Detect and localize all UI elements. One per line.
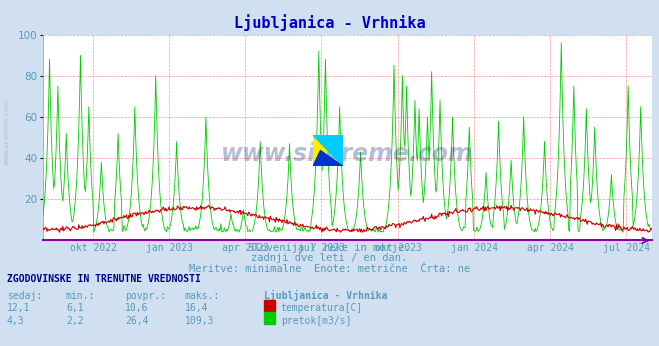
Text: ZGODOVINSKE IN TRENUTNE VREDNOSTI: ZGODOVINSKE IN TRENUTNE VREDNOSTI	[7, 274, 200, 284]
Text: 109,3: 109,3	[185, 316, 214, 326]
Polygon shape	[313, 135, 343, 166]
Text: Ljubljanica - Vrhnika: Ljubljanica - Vrhnika	[264, 290, 387, 301]
Text: 4,3: 4,3	[7, 316, 24, 326]
Text: 10,6: 10,6	[125, 303, 149, 313]
Text: 2,2: 2,2	[66, 316, 84, 326]
Text: www.si-vreme.com: www.si-vreme.com	[3, 98, 9, 165]
Polygon shape	[313, 151, 343, 166]
Text: 12,1: 12,1	[7, 303, 30, 313]
Text: zadnji dve leti / en dan.: zadnji dve leti / en dan.	[251, 253, 408, 263]
Text: 6,1: 6,1	[66, 303, 84, 313]
Text: 16,4: 16,4	[185, 303, 208, 313]
Text: min.:: min.:	[66, 291, 96, 301]
Polygon shape	[313, 135, 343, 166]
Text: pretok[m3/s]: pretok[m3/s]	[281, 316, 351, 326]
Text: Slovenija / reke in morje.: Slovenija / reke in morje.	[248, 243, 411, 253]
Text: temperatura[C]: temperatura[C]	[281, 303, 363, 313]
Text: 26,4: 26,4	[125, 316, 149, 326]
Text: Ljubljanica - Vrhnika: Ljubljanica - Vrhnika	[234, 14, 425, 31]
Text: povpr.:: povpr.:	[125, 291, 166, 301]
Text: sedaj:: sedaj:	[7, 291, 42, 301]
Text: Meritve: minimalne  Enote: metrične  Črta: ne: Meritve: minimalne Enote: metrične Črta:…	[189, 264, 470, 274]
Text: maks.:: maks.:	[185, 291, 219, 301]
Text: www.si-vreme.com: www.si-vreme.com	[221, 142, 474, 166]
